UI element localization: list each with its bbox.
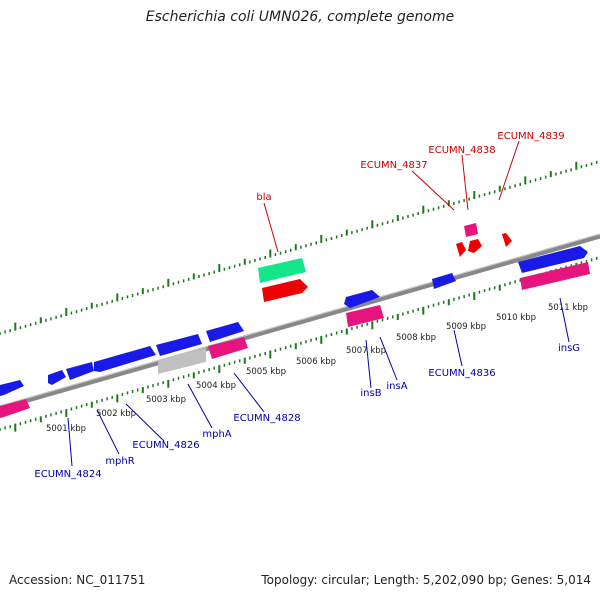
backbone-line [0,233,600,411]
scale-label: 5003 kbp [146,395,186,405]
cds-arrow [432,273,456,289]
scale-label: 5010 kbp [496,313,536,323]
rrna-block [258,258,306,283]
feature-label: insG [558,343,580,354]
feature-label: ECUMN_4836 [428,368,495,379]
feature-label: mphA [202,429,231,440]
tick-row-lower [0,256,598,432]
feature-label: insA [386,381,407,392]
feature-label: bla [256,192,271,203]
scale-label: 5002 kbp [96,409,136,419]
feature-label: ECUMN_4838 [428,145,495,156]
gene-arrow [520,262,590,290]
feature-arrow [502,233,512,247]
feature-label: ECUMN_4837 [360,160,427,171]
cds-arrow [66,362,94,380]
gene-arrow [208,337,248,359]
feature-label: ECUMN_4839 [497,131,564,142]
scale-label: 5005 kbp [246,367,286,377]
pseudo-gene [158,348,206,374]
feature-label: ECUMN_4826 [132,440,199,451]
feature-blocks [0,223,590,418]
scale-label: 5009 kbp [446,322,486,332]
topology-text: Topology: circular; Length: 5,202,090 bp… [261,573,591,587]
cds-arrow [518,246,588,273]
feature-label: mphR [105,456,134,467]
feature-label: ECUMN_4824 [34,469,101,480]
cds-arrow [156,334,202,356]
tick-row-upper [0,160,598,335]
backbone-highlight [0,233,600,407]
feature-label: ECUMN_4828 [233,413,300,424]
cds-arrow [344,290,380,308]
feature-arrow [468,239,482,253]
gene-arrow [346,305,384,327]
cds-arrow [0,380,24,396]
cds-arrow [94,346,156,372]
scale-label: 5007 kbp [346,346,386,356]
cds-arrow [206,322,244,342]
scale-label: 5001 kbp [46,424,86,434]
feature-label: insB [360,388,381,399]
label-leaders [67,140,570,467]
scale-label: 5006 kbp [296,357,336,367]
scale-label: 5011 kbp [548,303,588,313]
cds-arrow [48,370,66,385]
scale-label: 5008 kbp [396,333,436,343]
feature-arrow [456,242,466,257]
scale-label: 5004 kbp [196,381,236,391]
accession-text: Accession: NC_011751 [9,573,146,587]
map-title: Escherichia coli UMN026, complete genome [145,9,455,25]
feature-arrow [262,279,308,302]
gene-small [464,223,478,237]
gene-arrow [0,399,30,418]
